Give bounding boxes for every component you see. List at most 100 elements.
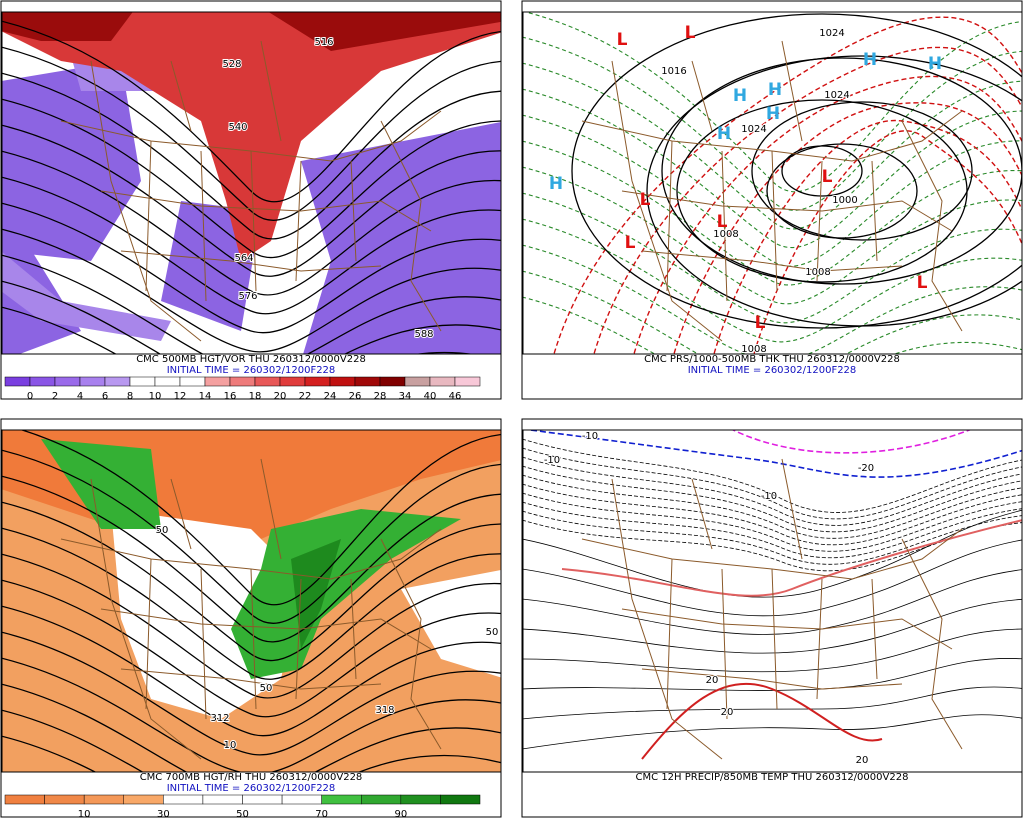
low-marker: L xyxy=(755,313,766,333)
contour-line xyxy=(2,20,501,203)
border-line xyxy=(871,578,878,680)
thickness-line xyxy=(593,46,1022,354)
border-line xyxy=(260,458,282,560)
contour-label: 20 xyxy=(856,755,869,766)
border-line xyxy=(295,578,302,700)
colorbar-cell xyxy=(163,794,204,805)
contour-label: 1008 xyxy=(805,267,830,278)
temp-line xyxy=(523,599,1022,654)
temp-line xyxy=(523,483,1022,546)
high-marker: H xyxy=(733,86,747,106)
contour-label: 20 xyxy=(706,675,719,686)
border-line xyxy=(380,120,442,332)
colorbar-label: 24 xyxy=(324,391,337,402)
contour-label: 1000 xyxy=(832,195,857,206)
contour-label: 1008 xyxy=(713,229,738,240)
contour-line xyxy=(523,166,1022,305)
colorbar-cell xyxy=(354,376,381,387)
temp-line xyxy=(523,492,1022,552)
map-area xyxy=(523,12,1022,354)
border-line xyxy=(90,60,202,342)
contour-line xyxy=(2,709,501,772)
border-line xyxy=(721,150,728,302)
temp-line xyxy=(523,456,1022,526)
low-marker: L xyxy=(685,23,696,43)
border-line xyxy=(295,160,302,282)
border-line xyxy=(170,478,192,550)
contour-line xyxy=(523,218,1022,343)
thickness-line xyxy=(673,102,1022,354)
border-line xyxy=(781,458,803,560)
colorbar-label: 10 xyxy=(78,809,91,819)
colorbar-cell xyxy=(129,376,156,387)
border-line xyxy=(145,140,152,292)
border-line xyxy=(781,40,803,142)
caption: CMC 500MB HGT/VOR THU 260312/0000V228 xyxy=(136,354,366,365)
contour-label: 10 xyxy=(224,740,237,751)
contour-label: 576 xyxy=(238,291,257,302)
temp-line xyxy=(523,539,1022,617)
contour-line xyxy=(2,683,501,772)
border-line xyxy=(666,558,673,710)
cold-line xyxy=(523,430,1022,478)
thickness-line xyxy=(633,75,1022,354)
border-line xyxy=(60,110,442,162)
border-line xyxy=(611,60,723,342)
colorbar-cell xyxy=(361,794,402,805)
map-area xyxy=(2,430,501,772)
contour-line xyxy=(523,88,1022,249)
contour-label: 50 xyxy=(486,627,499,638)
colorbar-cell xyxy=(404,376,431,387)
border-line xyxy=(691,60,713,132)
border-line xyxy=(641,250,903,272)
colorbar-cell xyxy=(400,794,441,805)
contour-label: 50 xyxy=(156,525,169,536)
contour-label: -10 xyxy=(544,455,560,466)
contour-label: 318 xyxy=(375,705,394,716)
border-line xyxy=(250,568,257,710)
colorbar-label: 2 xyxy=(52,391,58,402)
isobar xyxy=(661,57,1022,285)
border-line xyxy=(100,190,432,232)
border-line xyxy=(871,160,878,262)
contour-line xyxy=(2,46,501,221)
contour-line xyxy=(2,306,474,354)
colorbar-label: 16 xyxy=(224,391,237,402)
border-line xyxy=(200,150,207,302)
colorbar-label: 12 xyxy=(174,391,187,402)
border-line xyxy=(145,558,152,710)
contour-line xyxy=(2,631,501,756)
contour-line xyxy=(2,475,501,643)
map-bg xyxy=(523,430,1022,772)
temp-line xyxy=(523,474,1022,539)
contour-line xyxy=(523,296,1022,354)
cold-line xyxy=(731,430,972,454)
border-line xyxy=(816,160,823,282)
contour-line xyxy=(523,62,1022,230)
border-line xyxy=(100,608,432,650)
map-frame xyxy=(522,11,1023,355)
colorbar-cell xyxy=(281,794,322,805)
contour-label: 20 xyxy=(721,707,734,718)
high-marker: H xyxy=(717,124,731,144)
colorbar-label: 50 xyxy=(236,809,249,819)
border-line xyxy=(350,578,357,680)
contour-line xyxy=(20,430,501,606)
contour-line xyxy=(2,280,501,354)
border-line xyxy=(901,120,963,332)
map-frame xyxy=(1,11,502,355)
contour-line xyxy=(2,553,501,699)
caption: CMC 12H PRECIP/850MB TEMP THU 260312/000… xyxy=(636,772,909,783)
high-marker: H xyxy=(768,80,782,100)
colorbar-cell xyxy=(440,794,481,805)
contour-label: 528 xyxy=(222,59,241,70)
temp-line xyxy=(523,501,1022,559)
border-line xyxy=(200,568,207,720)
contour-label: 1024 xyxy=(819,28,844,39)
colorbar-label: 20 xyxy=(274,391,287,402)
temp-line xyxy=(523,510,1022,565)
colorbar-label: 30 xyxy=(157,809,170,819)
colorbar-cell xyxy=(123,794,164,805)
colorbar-label: 14 xyxy=(199,391,212,402)
border-line xyxy=(666,140,673,292)
